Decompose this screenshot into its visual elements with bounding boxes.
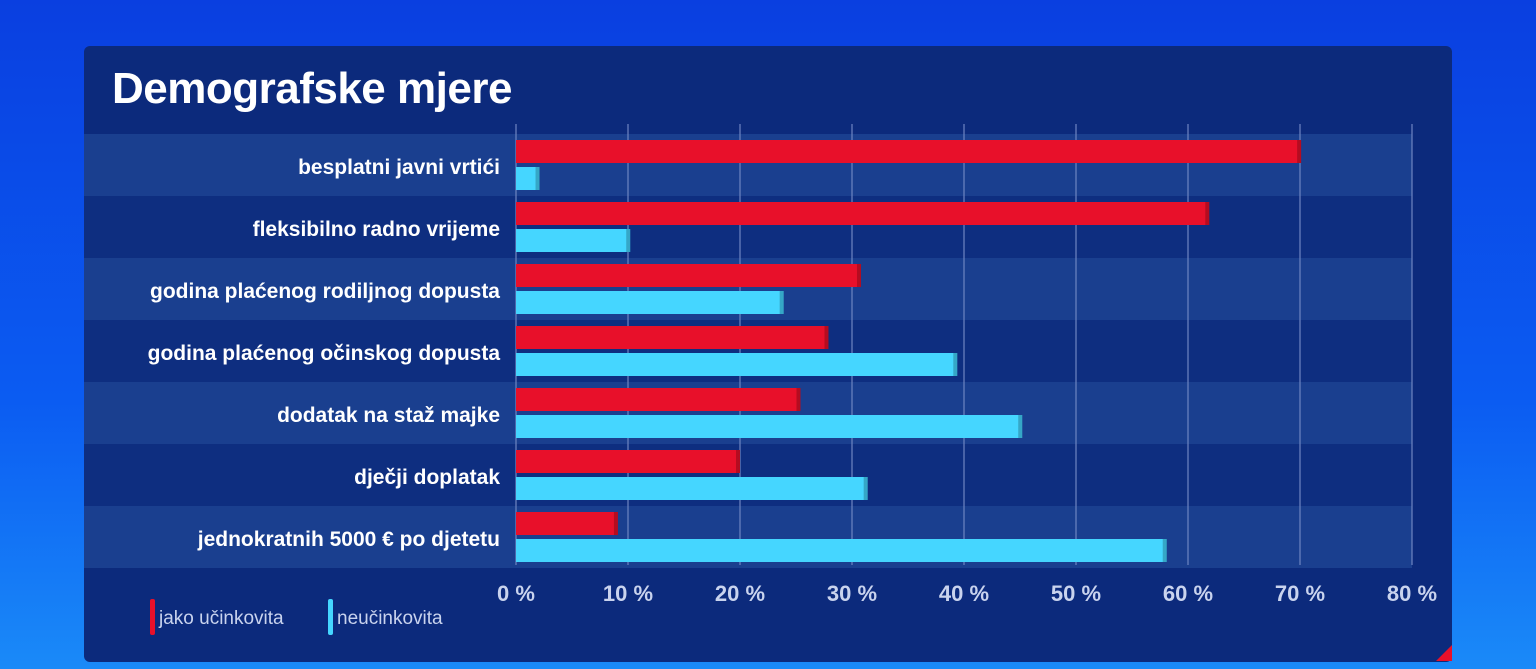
bar	[516, 291, 784, 314]
bar	[516, 229, 631, 252]
category-label: besplatni javni vrtići	[298, 156, 500, 179]
legend-swatch	[150, 599, 155, 635]
bar	[516, 353, 958, 376]
legend-swatch	[328, 599, 333, 635]
bar-edge	[779, 291, 784, 314]
x-tick-label: 40 %	[939, 581, 989, 606]
category-label: godina plaćenog očinskog dopusta	[148, 342, 501, 365]
bar	[516, 512, 618, 535]
bar-edge	[613, 512, 618, 535]
bar	[516, 477, 868, 500]
bar-edge	[796, 388, 801, 411]
bar	[516, 539, 1167, 562]
bar	[516, 326, 829, 349]
x-tick-label: 30 %	[827, 581, 877, 606]
x-tick-label: 10 %	[603, 581, 653, 606]
bar	[516, 415, 1023, 438]
bar-edge	[953, 353, 958, 376]
bar-edge	[1162, 539, 1167, 562]
legend-label: jako učinkovita	[158, 608, 284, 629]
legend-label: neučinkovita	[337, 608, 443, 629]
category-label: dodatak na staž majke	[277, 404, 500, 427]
bar-edge	[863, 477, 868, 500]
page-title: Demografske mjere	[112, 64, 512, 113]
x-tick-label: 50 %	[1051, 581, 1101, 606]
category-label: godina plaćenog rodiljnog dopusta	[150, 280, 500, 303]
x-tick-label: 60 %	[1163, 581, 1213, 606]
bar	[516, 450, 740, 473]
bar	[516, 140, 1302, 163]
category-label: jednokratnih 5000 € po djetetu	[197, 528, 500, 551]
x-tick-label: 0 %	[497, 581, 535, 606]
bar-edge	[824, 326, 829, 349]
x-tick-label: 20 %	[715, 581, 765, 606]
category-label: fleksibilno radno vrijeme	[253, 218, 500, 241]
bar-edge	[626, 229, 631, 252]
bar	[516, 388, 801, 411]
bar	[516, 202, 1210, 225]
bar-edge	[736, 450, 740, 473]
bar-edge	[856, 264, 861, 287]
bar-edge	[1018, 415, 1023, 438]
bar	[516, 167, 540, 190]
x-tick-label: 70 %	[1275, 581, 1325, 606]
x-tick-label: 80 %	[1387, 581, 1437, 606]
bar	[516, 264, 861, 287]
bar-edge	[535, 167, 540, 190]
category-label: dječji doplatak	[354, 466, 500, 489]
bar-edge	[1205, 202, 1210, 225]
bar-edge	[1297, 140, 1302, 163]
